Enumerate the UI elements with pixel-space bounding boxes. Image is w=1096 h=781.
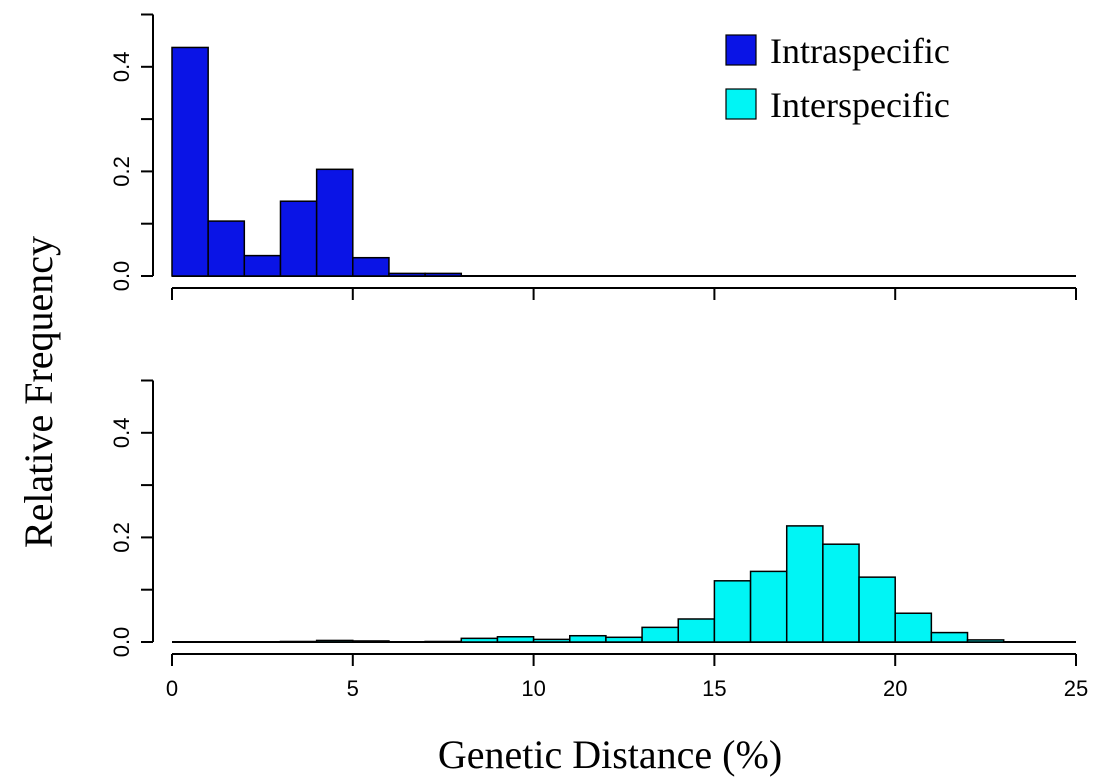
histogram-bar <box>315 168 354 277</box>
histogram-bar <box>677 618 716 643</box>
histogram-bar <box>352 640 390 643</box>
legend: Intraspecific Interspecific <box>725 31 950 125</box>
x-tick-label: 5 <box>347 676 359 701</box>
histogram-bar <box>171 46 209 277</box>
histogram-bar <box>641 626 679 643</box>
histogram-bar <box>785 525 824 643</box>
x-axis-label: Genetic Distance (%) <box>438 732 782 777</box>
histogram-bar <box>605 636 643 643</box>
x-tick-label: 20 <box>883 676 907 701</box>
histogram-bar <box>894 612 933 643</box>
histogram-bar <box>966 639 1005 643</box>
legend-label: Intraspecific <box>770 31 950 71</box>
histogram-bar <box>315 639 354 643</box>
histogram-bar <box>279 640 318 643</box>
histogram-bar <box>388 272 426 277</box>
intraspecific-panel: 0.0 0.2 0.4 <box>109 13 1077 300</box>
histogram-bar <box>569 634 607 643</box>
x-tick-label: 10 <box>521 676 545 701</box>
x-tick-label: 25 <box>1064 676 1088 701</box>
legend-swatch <box>725 88 757 120</box>
y-tick-label: 0.2 <box>109 522 134 553</box>
legend-label: Interspecific <box>770 85 950 125</box>
histogram-bar <box>713 580 752 643</box>
histogram-bar <box>279 200 318 277</box>
histogram-bar <box>352 256 390 277</box>
y-axis-label: Relative Frequency <box>16 236 61 548</box>
histogram-bar <box>749 570 788 643</box>
interspecific-panel: 0.0 0.2 0.4 0 5 10 15 20 25 <box>109 379 1088 701</box>
y-tick-label: 0.0 <box>109 627 134 658</box>
histogram-bar <box>460 637 499 643</box>
y-tick-label: 0.4 <box>109 52 134 83</box>
y-tick-label: 0.2 <box>109 156 134 187</box>
histogram-bar <box>858 576 896 643</box>
histogram-bar <box>243 254 282 277</box>
histogram-bar <box>822 543 860 643</box>
legend-swatch <box>725 34 757 66</box>
histogram-bar <box>424 640 463 643</box>
y-tick-label: 0.4 <box>109 418 134 449</box>
histogram-bar <box>532 638 571 643</box>
histogram-bar <box>930 631 969 643</box>
x-tick-label: 0 <box>166 676 178 701</box>
histogram-bar <box>424 272 463 277</box>
histogram-bar <box>496 636 535 643</box>
histogram-bar <box>207 220 246 277</box>
x-tick-label: 15 <box>702 676 726 701</box>
y-tick-label: 0.0 <box>109 261 134 292</box>
